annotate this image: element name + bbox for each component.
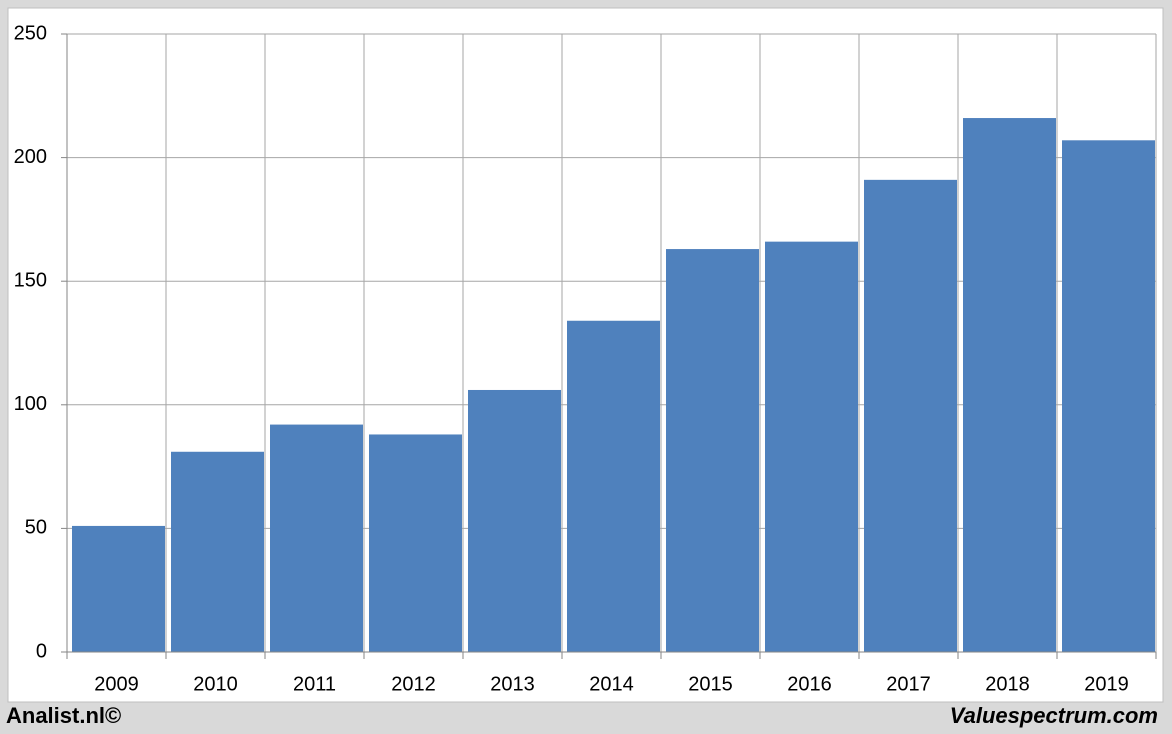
bar [369,434,462,652]
bar [963,118,1056,653]
bar [72,525,165,652]
x-tick-label: 2010 [193,673,238,695]
x-tick-label: 2009 [94,673,139,695]
x-tick-label: 2015 [688,673,733,695]
bar [765,241,858,652]
bar [468,389,561,652]
x-tick-label: 2016 [787,673,832,695]
y-tick-label: 0 [36,640,47,662]
bar [864,179,957,652]
y-tick-label: 50 [25,517,47,539]
bar [171,451,264,652]
x-tick-label: 2012 [391,673,436,695]
x-tick-label: 2017 [886,673,931,695]
bar [666,249,759,652]
y-tick-label: 200 [14,146,47,168]
bar [270,424,363,652]
x-tick-label: 2019 [1084,673,1129,695]
bar [567,320,660,652]
footer-left: Analist.nl© [6,703,121,728]
x-tick-label: 2011 [293,673,336,695]
y-tick-label: 250 [14,22,47,44]
x-tick-label: 2014 [589,673,634,695]
footer-right: Valuespectrum.com [950,703,1158,728]
x-tick-label: 2018 [985,673,1030,695]
y-tick-label: 100 [14,393,47,415]
x-tick-label: 2013 [490,673,535,695]
y-tick-label: 150 [14,269,47,291]
bar [1062,140,1155,652]
